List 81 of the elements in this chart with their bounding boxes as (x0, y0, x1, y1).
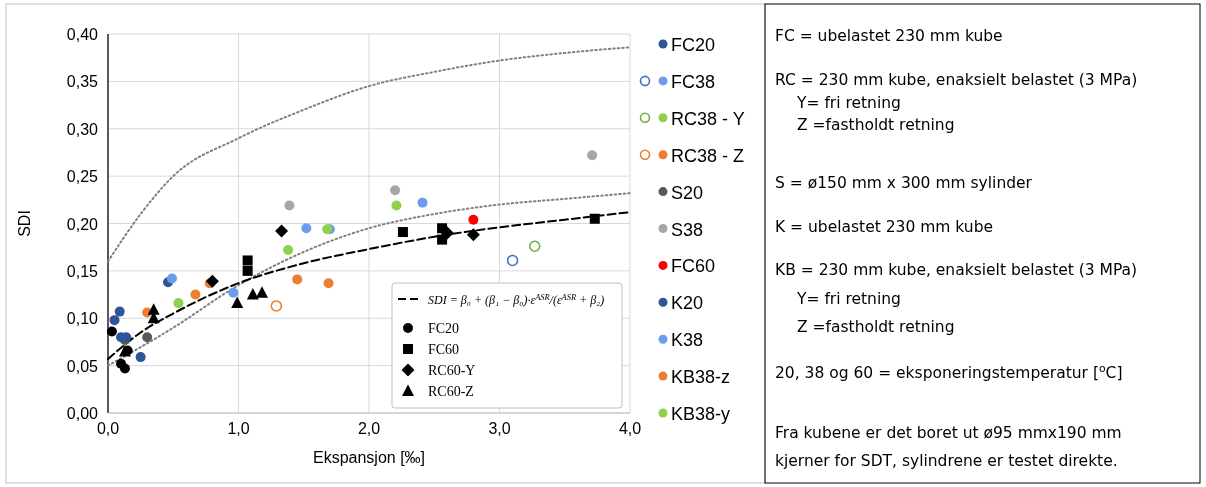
point (528, 240, 541, 253)
point (231, 296, 244, 309)
legend-label: FC20 (671, 35, 716, 55)
point (190, 289, 201, 300)
legend-label: KB38-z (671, 367, 731, 388)
text: Z =fastholdt retning (797, 116, 955, 134)
y-tick-label: 0,35 (66, 73, 99, 91)
legend-label: RC38 - Z (671, 145, 745, 166)
point (275, 224, 289, 238)
point (391, 200, 402, 211)
point (468, 214, 479, 225)
y-tick-label: 0,25 (66, 168, 99, 186)
text: K = ubelastet 230 mm kube (775, 218, 994, 236)
point (397, 227, 408, 238)
point (135, 352, 146, 363)
point (109, 315, 120, 326)
point (283, 245, 294, 256)
line-series (107, 46, 631, 263)
text: FC = ubelastet 230 mm kube (775, 27, 1003, 45)
point (437, 234, 448, 245)
point (142, 332, 153, 343)
point (417, 197, 428, 208)
x-tick-label: 0,0 (96, 420, 120, 437)
legend-label: S20 (671, 182, 704, 203)
x-tick-label: 4,0 (618, 420, 642, 437)
point (242, 265, 253, 276)
point (292, 274, 303, 285)
point (589, 213, 600, 224)
text: KB = 230 mm kube, enaksielt belastet (3 MPa) (775, 261, 1138, 279)
y-tick-label: 0,10 (66, 310, 99, 328)
point (270, 300, 283, 312)
legend-label: FC38 (671, 71, 716, 92)
text: Y= fri retning (796, 290, 901, 308)
legend-label: FC60 (671, 256, 716, 277)
point (246, 288, 259, 300)
text: 20, 38 og 60 = eksponeringstemperatur [$^{o}$C] (775, 361, 1123, 382)
point (147, 303, 160, 315)
legend-label: S38 (671, 219, 704, 240)
text: RC = 230 mm kube, enaksielt belastet (3 MPa) (775, 71, 1138, 89)
point (166, 273, 177, 284)
text: kjerner for SDT, sylindrene er testet direkte. (775, 452, 1118, 470)
legend-label: FC20 (428, 321, 460, 336)
point (587, 150, 598, 161)
y-tick-label: 0,15 (66, 262, 99, 280)
legend-label: K38 (671, 330, 704, 351)
y-axis-title: SDI (16, 210, 33, 237)
text: S = ø150 mm x 300 mm sylinder (775, 174, 1033, 192)
legend-label: K20 (671, 293, 704, 314)
point (390, 185, 401, 196)
legend-label: RC38 - Y (671, 108, 745, 129)
point (466, 228, 480, 242)
legend-label: FC60 (428, 342, 460, 357)
text: Y= fri retning (796, 94, 901, 112)
x-axis-title: Ekspansjon [‰] (312, 449, 426, 466)
y-tick-label: 0,20 (66, 215, 99, 233)
point (242, 255, 253, 266)
point (119, 363, 130, 374)
point (506, 254, 519, 267)
legend-label: KB38-y (671, 404, 731, 424)
text: Z =fastholdt retning (797, 318, 955, 336)
text: Fra kubene er det boret ut ø95 mmx190 mm (775, 424, 1122, 442)
point (173, 298, 184, 309)
legend-label: RC60-Z (428, 384, 474, 399)
point (118, 344, 131, 357)
point (205, 274, 219, 288)
y-tick-label: 0,40 (66, 26, 99, 43)
legend-label: RC60-Y (428, 363, 476, 378)
x-tick-label: 1,0 (227, 420, 250, 437)
x-tick-label: 3,0 (488, 420, 511, 437)
point (284, 200, 295, 211)
y-tick-label: 0,00 (66, 405, 99, 422)
point (114, 306, 125, 317)
x-tick-label: 2,0 (357, 420, 381, 437)
point (228, 287, 239, 298)
y-tick-label: 0,30 (66, 120, 99, 138)
point (301, 223, 312, 234)
y-tick-label: 0,05 (66, 357, 99, 375)
point (440, 226, 454, 240)
point (106, 326, 117, 337)
legend-label: SDI = β₀ + (β₁ − β₀)·ε$^{ASR}$/(ε$^{ASR}$ + β₂) (428, 292, 605, 307)
point (323, 278, 334, 289)
